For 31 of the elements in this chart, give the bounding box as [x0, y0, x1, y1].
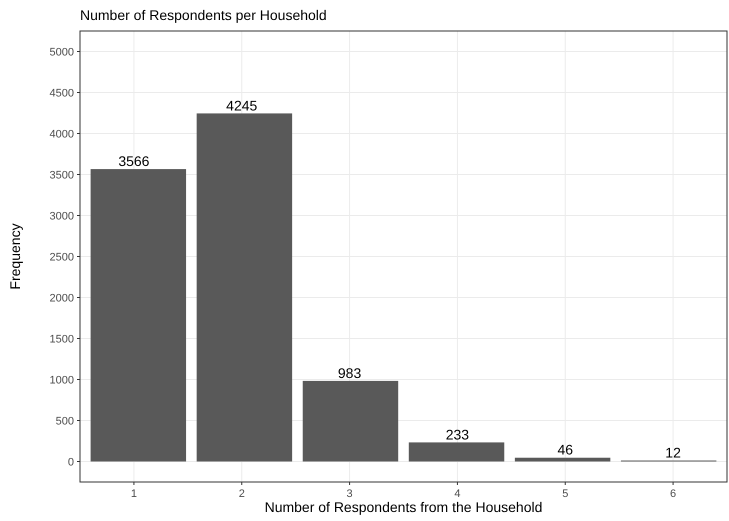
bar	[90, 169, 186, 462]
data-label: 4245	[226, 97, 258, 114]
x-tick-label: 2	[238, 488, 245, 500]
x-tick-label: 5	[562, 488, 568, 500]
y-tick-label: 3500	[50, 169, 74, 182]
data-label: 233	[446, 426, 470, 442]
x-tick-label: 1	[130, 488, 137, 500]
bar	[408, 442, 504, 462]
y-tick-label: 2500	[50, 251, 74, 264]
x-tick-label: 4	[454, 488, 460, 500]
x-tick-label: 6	[670, 488, 676, 500]
bar	[196, 113, 292, 462]
y-tick-label: 5000	[50, 46, 74, 58]
data-label: 3566	[118, 153, 150, 170]
y-axis-title: Frequency	[7, 223, 23, 290]
y-tick-label: 1500	[50, 333, 74, 346]
data-label: 12	[665, 444, 682, 461]
data-label: 983	[338, 364, 362, 381]
y-tick-label: 2000	[50, 292, 74, 304]
x-axis-title: Number of Respondents from the Household	[264, 499, 542, 515]
y-tick-label: 4500	[50, 87, 74, 100]
data-label: 46	[557, 442, 574, 458]
y-tick-label: 3000	[50, 210, 74, 222]
bar	[302, 380, 398, 462]
x-tick-label: 3	[346, 488, 353, 500]
y-tick-label: 1000	[50, 374, 74, 386]
chart-title: Number of Respondents per Household	[80, 7, 327, 23]
y-tick-label: 4000	[50, 128, 74, 140]
y-tick-label: 0	[68, 456, 74, 468]
bar	[514, 458, 610, 462]
y-tick-label: 500	[56, 415, 74, 428]
